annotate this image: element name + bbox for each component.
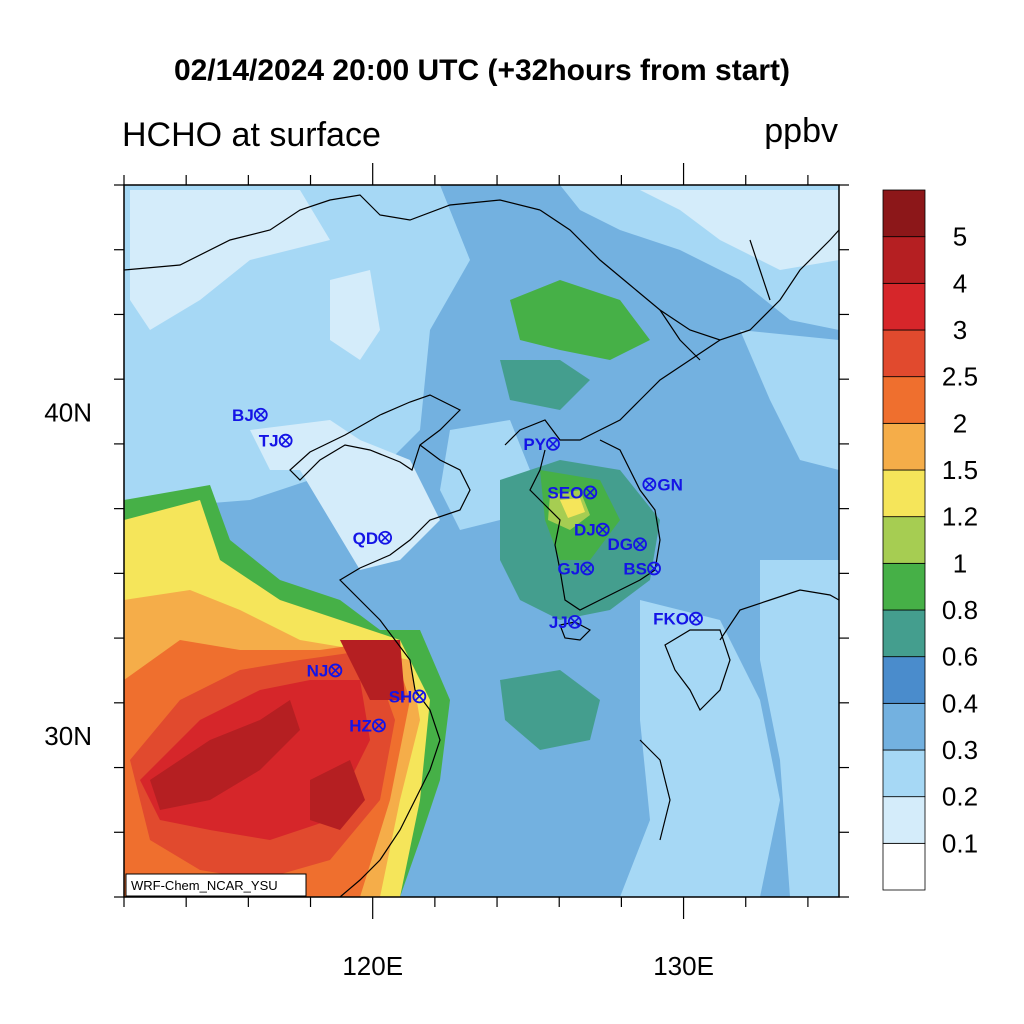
colorbar-level-label: 4 [953, 268, 967, 298]
lon-tick-label: 120E [342, 951, 403, 981]
colorbar-level-label: 1.5 [942, 455, 978, 485]
city-marker-bj: BJ [232, 406, 268, 425]
city-marker-qd: QD [353, 529, 393, 548]
colorbar-swatch [882, 422, 926, 471]
colorbar-level-label: 0.8 [942, 595, 978, 625]
colorbar-level-label: 0.1 [942, 828, 978, 858]
city-marker-jj: JJ [549, 613, 582, 632]
city-label: DJ [574, 521, 596, 540]
colorbar-level-label: 0.3 [942, 735, 978, 765]
colorbar-swatch [882, 376, 926, 424]
colorbar-swatch [882, 189, 926, 238]
plot-title: 02/14/2024 20:00 UTC (+32hours from star… [174, 54, 790, 87]
colorbar-swatch [882, 282, 926, 331]
lat-tick-label: 40N [44, 398, 92, 428]
lat-tick-label: 30N [44, 721, 92, 751]
city-marker-gn: GN [642, 475, 683, 494]
colorbar-swatch [882, 562, 926, 611]
city-label: JJ [549, 613, 568, 632]
city-label: HZ [349, 716, 372, 735]
colorbar: 0.1 0.2 0.3 0.4 0.6 0.8 1 1.2 1.5 2 2.5 3 4 5 [882, 189, 978, 891]
city-marker-sh: SH [389, 687, 427, 706]
lon-tick-label: 130E [653, 951, 714, 981]
city-marker-fko: FKO [653, 610, 703, 629]
city-label: SEO [547, 483, 583, 502]
city-markers: BJ TJ QD NJ SH HZ PY SEO GN DJ DG GJ BS JJ FKO [232, 406, 703, 735]
colorbar-swatch [882, 609, 926, 658]
city-label: PY [523, 435, 546, 454]
colorbar-swatch [882, 329, 926, 378]
city-marker-dg: DG [608, 535, 647, 554]
colorbar-level-label: 1.2 [942, 502, 978, 532]
city-marker-nj: NJ [307, 661, 343, 680]
colorbar-level-label: 0.4 [942, 688, 978, 718]
colorbar-swatch [882, 842, 926, 891]
city-label: FKO [653, 610, 689, 629]
colorbar-level-label: 5 [953, 222, 967, 252]
colorbar-swatch [882, 702, 926, 751]
city-label: DG [608, 535, 634, 554]
city-marker-tj: TJ [259, 432, 293, 451]
city-marker-gj: GJ [558, 560, 595, 579]
city-label: BS [623, 560, 647, 579]
colorbar-swatch [882, 469, 926, 518]
hcho-concentration-field [124, 185, 839, 897]
city-label: GN [657, 475, 683, 494]
colorbar-swatch [882, 236, 926, 284]
coastlines [124, 194, 839, 897]
city-label: QD [353, 529, 379, 548]
colorbar-level-label: 2.5 [942, 362, 978, 392]
colorbar-swatch [882, 656, 926, 704]
colorbar-level-label: 2 [953, 408, 967, 438]
city-marker-py: PY [523, 435, 560, 454]
city-marker-seo: SEO [547, 483, 598, 502]
city-label: SH [389, 687, 413, 706]
axis-tick-labels: 120E 130E 30N 40N [44, 398, 714, 981]
city-label: GJ [558, 560, 581, 579]
colorbar-swatch [882, 796, 926, 844]
axis-ticks [114, 163, 849, 919]
colorbar-swatch [882, 516, 926, 564]
credit-box: WRF-Chem_NCAR_YSU [125, 873, 307, 897]
colorbar-level-label: 0.2 [942, 782, 978, 812]
colorbar-swatch [882, 749, 926, 798]
city-label: TJ [259, 432, 279, 451]
colorbar-level-label: 0.6 [942, 642, 978, 672]
city-marker-bs: BS [623, 560, 661, 579]
colorbar-level-label: 3 [953, 315, 967, 345]
model-credit: WRF-Chem_NCAR_YSU [131, 878, 278, 893]
city-label: BJ [232, 406, 254, 425]
colorbar-level-label: 1 [953, 548, 967, 578]
city-marker-hz: HZ [349, 716, 386, 735]
variable-label: HCHO at surface [122, 116, 381, 154]
city-marker-dj: DJ [574, 521, 610, 540]
city-label: NJ [307, 661, 329, 680]
units-label: ppbv [764, 112, 838, 150]
map-frame [123, 184, 840, 898]
